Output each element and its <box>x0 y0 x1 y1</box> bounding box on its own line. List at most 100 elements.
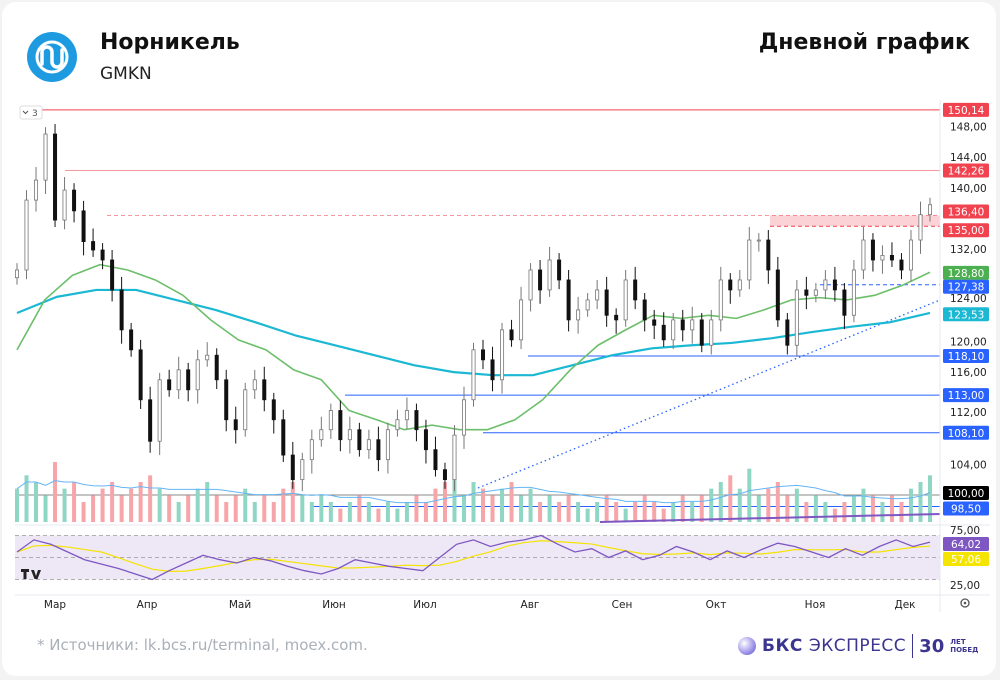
volume-bar <box>224 502 229 522</box>
candle <box>661 324 666 341</box>
y-tick-label: 104,00 <box>950 459 987 471</box>
sources-footnote: * Источники: lk.bcs.ru/terminal, moex.co… <box>37 636 368 654</box>
volume-bar <box>481 488 486 522</box>
y-tick-label: 148,00 <box>950 121 987 133</box>
price-badge-label: 100,00 <box>948 488 985 500</box>
price-badge-label: 127,38 <box>948 282 985 294</box>
volume-bar <box>908 488 913 522</box>
candle <box>547 259 552 291</box>
volume-bar <box>366 502 371 522</box>
candle <box>262 379 267 401</box>
brand-express: ЭКСПРЕСС <box>808 636 907 656</box>
candle <box>395 419 400 431</box>
brand-bks: БКС <box>762 636 803 656</box>
y-tick-label: 116,00 <box>950 367 987 379</box>
candle <box>319 429 324 441</box>
x-tick-label: Ноя <box>805 599 826 611</box>
interval-dropdown[interactable]: 3 <box>19 105 43 120</box>
volume-bar <box>671 502 676 522</box>
volume-bar <box>547 495 552 522</box>
candle <box>471 349 476 401</box>
candle <box>233 419 238 431</box>
price-badge-label: 113,00 <box>948 390 985 402</box>
volume-bar <box>661 508 666 522</box>
candle <box>357 429 362 451</box>
volume-bar <box>167 495 172 522</box>
y-tick-label: 144,00 <box>950 152 987 164</box>
candle <box>138 349 143 401</box>
x-tick-label: Сен <box>612 599 633 611</box>
candle <box>756 239 761 242</box>
candle <box>557 259 562 281</box>
volume-bar <box>928 475 932 522</box>
candle <box>737 279 742 291</box>
candle <box>880 254 885 261</box>
price-badge <box>943 425 989 440</box>
candle <box>100 249 105 261</box>
volume-bar <box>319 495 324 522</box>
volume-bar <box>309 502 314 522</box>
nornickel-logo-icon <box>35 40 69 74</box>
volume-bar <box>338 508 343 522</box>
candle <box>14 269 19 279</box>
volume-bar <box>490 495 495 522</box>
volume-bar <box>614 502 619 522</box>
price-badge <box>943 501 989 516</box>
price-badge-label: 136,40 <box>948 206 985 218</box>
candle <box>129 329 134 351</box>
candle <box>186 369 191 391</box>
candle <box>576 309 581 321</box>
volume-bar <box>290 482 295 522</box>
volume-bar <box>214 495 219 522</box>
candle <box>861 239 866 271</box>
price-badge <box>943 486 989 500</box>
candle <box>747 239 752 281</box>
volume-bar <box>129 488 134 522</box>
price-badge-label: 123,53 <box>948 309 985 321</box>
volume-bar <box>72 482 77 522</box>
volume-bar <box>404 502 409 522</box>
candle <box>585 299 590 311</box>
brand-tagline-line1: ЛЕТ <box>950 638 966 646</box>
candle <box>680 319 685 331</box>
candle <box>481 349 486 361</box>
volume-bar <box>385 502 390 522</box>
volume-trend-line <box>599 513 941 523</box>
candle <box>442 469 447 481</box>
candle <box>452 434 457 481</box>
candle <box>538 269 543 291</box>
candle <box>842 289 847 316</box>
volume-bar <box>452 475 457 522</box>
volume-bar <box>395 508 400 522</box>
candle <box>728 279 733 291</box>
y-tick-label: 124,00 <box>950 293 987 305</box>
candle <box>614 314 619 321</box>
volume-bar <box>823 502 828 522</box>
candle <box>899 259 904 271</box>
rsi-tick-label: 75,00 <box>950 525 980 537</box>
volume-bar <box>699 495 704 522</box>
price-badge <box>943 102 989 117</box>
candle <box>928 204 933 216</box>
y-tick-label: 120,00 <box>950 336 987 348</box>
tradingview-logo <box>21 569 41 579</box>
volume-bar <box>595 502 600 522</box>
volume-bar <box>357 495 362 522</box>
candle <box>81 210 86 242</box>
volume-bar <box>148 475 153 522</box>
nornickel-logo <box>27 32 77 82</box>
volume-bar <box>262 495 267 522</box>
rsi-badge-label: 64,02 <box>951 539 981 551</box>
chevron-down-icon <box>22 110 29 115</box>
volume-bar <box>728 475 733 522</box>
x-tick-label: Авг <box>521 599 540 611</box>
volume-bar <box>300 495 305 522</box>
settings-gear-icon[interactable] <box>960 598 970 608</box>
volume-bar <box>775 482 780 522</box>
candle <box>53 133 58 221</box>
candle <box>376 439 381 461</box>
candle <box>328 410 333 431</box>
volume-bar <box>100 488 105 522</box>
candle <box>528 269 533 301</box>
